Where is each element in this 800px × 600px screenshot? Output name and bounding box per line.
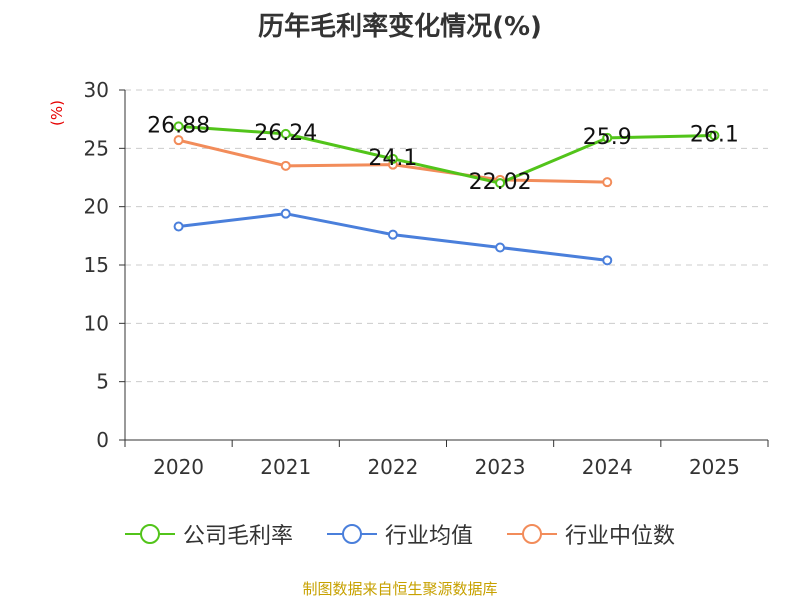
legend-item-industry-median[interactable]: 行业中位数 (507, 518, 675, 550)
data-point-1 (173, 221, 184, 232)
data-point-2 (173, 135, 184, 146)
y-tick-label: 5 (96, 370, 109, 394)
data-label: 26.1 (690, 123, 739, 148)
source-footer: 制图数据来自恒生聚源数据库 (302, 580, 498, 598)
data-label: 22.02 (469, 170, 532, 195)
legend-item-company[interactable]: 公司毛利率 (124, 518, 293, 550)
x-tick-label: 2022 (367, 455, 418, 479)
y-tick-label: 20 (84, 195, 109, 219)
data-point-2 (602, 177, 613, 188)
data-label: 26.88 (147, 113, 210, 138)
legend-label-company: 公司毛利率 (182, 524, 293, 549)
data-point-2 (280, 160, 291, 171)
y-tick-label: 10 (84, 311, 109, 335)
legend-label-industry-median: 行业中位数 (565, 524, 676, 549)
data-point-0 (280, 128, 291, 139)
data-point-0 (495, 178, 506, 189)
data-label: 26.24 (254, 121, 317, 146)
x-tick-label: 2024 (582, 455, 633, 479)
y-tick-label: 25 (84, 136, 109, 160)
legend-marker-industry-median (507, 524, 557, 544)
x-tick-label: 2025 (689, 455, 740, 479)
data-point-1 (280, 208, 291, 219)
data-point-0 (387, 153, 398, 164)
legend-marker-company (124, 524, 175, 544)
data-point-1 (387, 229, 398, 240)
x-tick-label: 2020 (153, 455, 204, 479)
x-tick-label: 2021 (260, 455, 311, 479)
legend-label-industry-mean: 行业均值 (384, 524, 473, 549)
series-line-0 (178, 124, 715, 185)
data-point-1 (602, 255, 613, 266)
legend-item-industry-mean[interactable]: 行业均值 (326, 518, 473, 550)
x-tick-label: 2023 (475, 455, 526, 479)
data-point-0 (173, 121, 184, 132)
legend-marker-industry-mean (326, 524, 377, 544)
y-tick-label: 30 (84, 78, 109, 102)
data-label: 24.1 (368, 146, 417, 171)
data-point-0 (602, 132, 613, 143)
data-point-0 (709, 130, 720, 141)
legend: 公司毛利率 行业均值 行业中位数 (0, 518, 800, 550)
chart-title: 历年毛利率变化情况(%) (258, 12, 542, 42)
data-label: 25.9 (583, 125, 632, 150)
data-point-1 (495, 242, 506, 253)
y-tick-label: 0 (96, 428, 109, 452)
y-tick-label: 15 (84, 253, 109, 277)
